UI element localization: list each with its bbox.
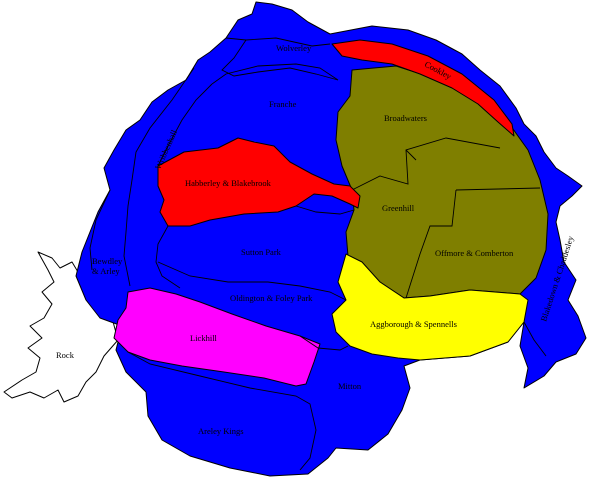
- label-oldington: Oldington & Foley Park: [230, 293, 313, 303]
- label-bewdley-part1: Bewdley: [92, 256, 123, 266]
- label-mitton: Mitton: [338, 381, 362, 391]
- label-sutton-park: Sutton Park: [241, 247, 282, 257]
- label-wolverley: Wolverley: [276, 43, 312, 53]
- label-lickhill: Lickhill: [190, 333, 218, 343]
- label-rock: Rock: [56, 350, 75, 360]
- label-areley-kings: Areley Kings: [198, 426, 244, 436]
- label-broadwaters: Broadwaters: [384, 113, 427, 123]
- ward-lickhill[interactable]: [113, 287, 321, 387]
- label-bewdley: Bewdley & Arley: [92, 256, 124, 276]
- label-bewdley-part2: & Arley: [92, 266, 120, 276]
- label-aggborough: Aggborough & Spennells: [370, 319, 457, 329]
- label-offmore: Offmore & Comberton: [435, 248, 514, 258]
- label-franche: Franche: [269, 99, 297, 109]
- ward-cookley[interactable]: [331, 39, 515, 137]
- label-habberley: Habberley & Blakebrook: [185, 178, 272, 188]
- ward-aggborough[interactable]: [331, 253, 529, 361]
- label-greenhill: Greenhill: [382, 203, 415, 213]
